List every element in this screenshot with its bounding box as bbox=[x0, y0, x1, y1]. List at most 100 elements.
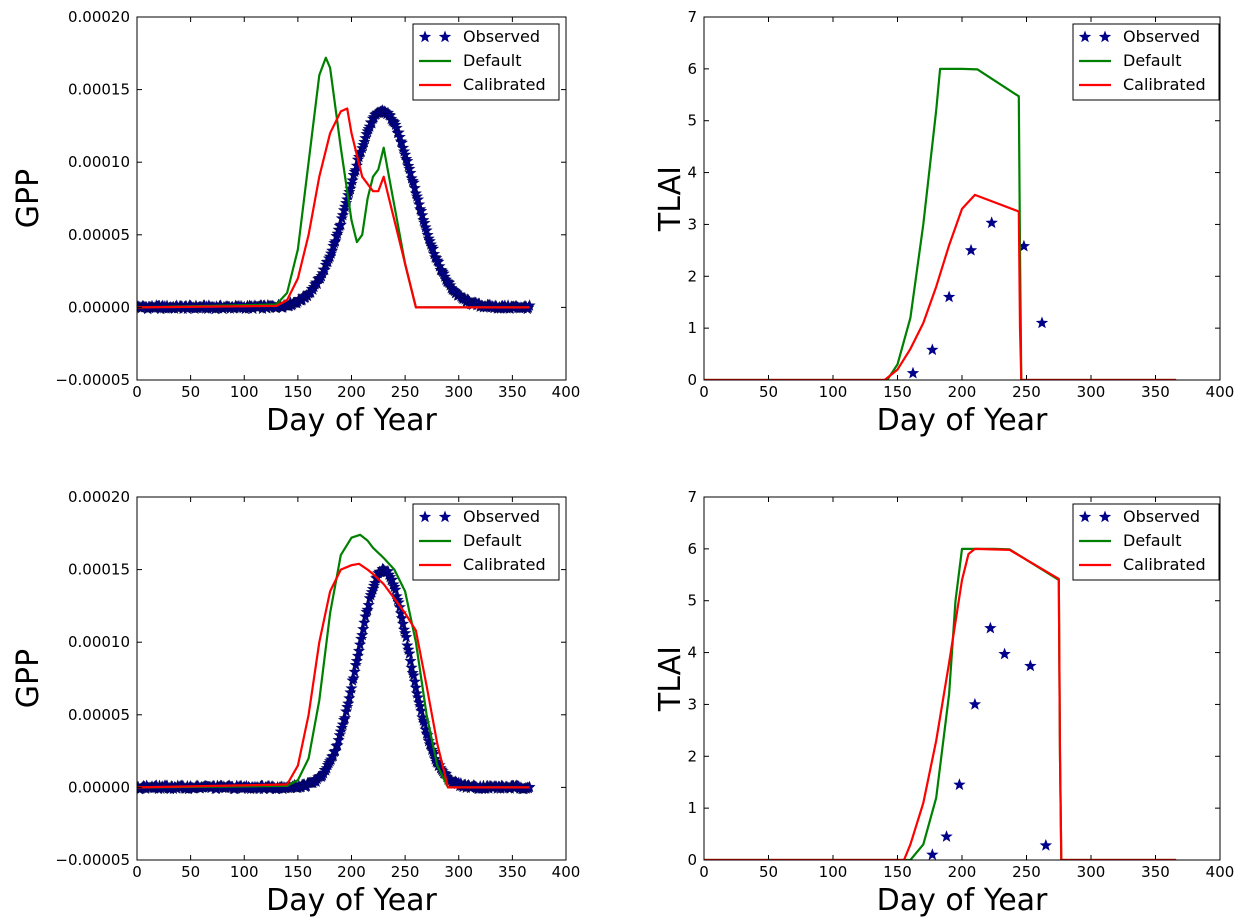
observed-point bbox=[984, 621, 997, 634]
x-tick-label: 250 bbox=[391, 863, 420, 881]
legend-marker-observed bbox=[438, 510, 452, 523]
observed-point bbox=[362, 598, 375, 611]
observed-point bbox=[968, 697, 982, 710]
series-line-calibrated bbox=[704, 547, 1177, 860]
x-tick-label: 300 bbox=[444, 383, 473, 401]
model-lines bbox=[704, 67, 1177, 380]
y-tick-label: 7 bbox=[687, 8, 697, 26]
x-tick-label: 200 bbox=[948, 383, 977, 401]
observed-point bbox=[332, 733, 345, 746]
observed-point bbox=[1035, 316, 1049, 329]
series-line-default bbox=[704, 67, 1177, 380]
x-tick-label: 350 bbox=[1141, 863, 1170, 881]
observed-point bbox=[985, 216, 998, 229]
observed-point bbox=[318, 263, 331, 276]
y-axis-label: TLAI bbox=[653, 646, 688, 712]
observed-point bbox=[407, 669, 420, 681]
y-axis-label: GPP bbox=[11, 649, 46, 708]
observed-point bbox=[1039, 838, 1053, 851]
legend: Observed Default Calibrated bbox=[1072, 23, 1220, 101]
y-tick-label: 5 bbox=[687, 112, 697, 130]
legend-marker-observed bbox=[418, 510, 432, 523]
observed-point bbox=[349, 658, 362, 671]
legend-label-default: Default bbox=[463, 531, 521, 550]
observed-point bbox=[389, 583, 402, 596]
model-lines bbox=[137, 56, 530, 309]
x-tick-label: 150 bbox=[883, 383, 912, 401]
x-tick-label: 300 bbox=[1077, 383, 1106, 401]
legend-label-observed: Observed bbox=[1123, 507, 1200, 526]
observed-point bbox=[403, 647, 416, 659]
y-tick-label: 0.00020 bbox=[68, 8, 130, 26]
observed-series bbox=[906, 216, 1049, 379]
y-axis-label: GPP bbox=[11, 169, 46, 228]
observed-series bbox=[137, 104, 536, 315]
legend-label-observed: Observed bbox=[1123, 27, 1200, 46]
y-tick-label: 2 bbox=[687, 267, 697, 285]
x-tick-label: 150 bbox=[284, 383, 313, 401]
x-tick-label: 200 bbox=[337, 863, 366, 881]
legend: Observed Default Calibrated bbox=[412, 23, 560, 101]
x-tick-label: 250 bbox=[1012, 383, 1041, 401]
observed-point bbox=[365, 116, 378, 129]
observed-point bbox=[940, 830, 953, 842]
series-line-default bbox=[704, 547, 1177, 860]
observed-point bbox=[344, 686, 357, 698]
observed-point bbox=[942, 290, 956, 303]
observed-point bbox=[345, 682, 358, 694]
y-tick-label: 0.00000 bbox=[68, 298, 130, 316]
x-tick-label: 0 bbox=[132, 863, 142, 881]
x-tick-label: 0 bbox=[699, 863, 709, 881]
y-tick-label: 4 bbox=[687, 164, 697, 182]
x-tick-label: 250 bbox=[1012, 863, 1041, 881]
observed-series bbox=[926, 621, 1053, 860]
x-tick-label: 50 bbox=[181, 383, 200, 401]
y-tick-label: 6 bbox=[687, 60, 697, 78]
y-tick-label: 3 bbox=[687, 215, 697, 233]
x-tick-label: 350 bbox=[498, 383, 527, 401]
y-axis-label: TLAI bbox=[653, 166, 688, 232]
y-tick-label: 4 bbox=[687, 644, 697, 662]
y-tick-label: 0.00015 bbox=[68, 561, 130, 579]
chart-tlai-bottom: 0 50 100 150 200 250 300 350 400 0 1 2 3 4 5 6 7 Day of Y… bbox=[653, 488, 1234, 918]
x-axis-label: Day of Year bbox=[877, 403, 1048, 438]
observed-point bbox=[404, 654, 417, 667]
observed-point bbox=[926, 848, 939, 860]
series-line-default bbox=[137, 56, 530, 309]
x-tick-label: 100 bbox=[230, 863, 259, 881]
x-axis-label: Day of Year bbox=[266, 883, 437, 918]
observed-point bbox=[340, 705, 353, 717]
observed-point bbox=[359, 131, 372, 144]
y-tick-label: 5 bbox=[687, 592, 697, 610]
y-tick-label: 0.00015 bbox=[68, 81, 130, 99]
x-tick-label: 400 bbox=[1206, 863, 1235, 881]
x-tick-label: 50 bbox=[759, 383, 778, 401]
x-tick-label: 100 bbox=[230, 383, 259, 401]
y-tick-label: 0.00005 bbox=[68, 226, 130, 244]
observed-point bbox=[400, 630, 413, 643]
x-tick-label: 100 bbox=[819, 383, 848, 401]
observed-point bbox=[964, 243, 978, 256]
y-tick-label: −0.00005 bbox=[55, 851, 130, 869]
x-tick-label: 150 bbox=[883, 863, 912, 881]
legend-label-observed: Observed bbox=[463, 27, 540, 46]
observed-point bbox=[336, 718, 350, 730]
y-tick-label: 0 bbox=[687, 851, 697, 869]
y-tick-label: 0 bbox=[687, 371, 697, 389]
model-lines bbox=[137, 533, 530, 789]
series-line-calibrated bbox=[137, 107, 530, 309]
legend-label-calibrated: Calibrated bbox=[1123, 75, 1206, 94]
legend-marker-observed bbox=[1078, 510, 1092, 523]
series-line-calibrated bbox=[137, 562, 530, 789]
x-tick-label: 400 bbox=[552, 383, 581, 401]
x-axis-label: Day of Year bbox=[266, 403, 437, 438]
y-tick-label: 7 bbox=[687, 488, 697, 506]
x-tick-label: 150 bbox=[284, 863, 313, 881]
y-tick-label: 1 bbox=[687, 319, 697, 337]
x-tick-label: 350 bbox=[498, 863, 527, 881]
observed-point bbox=[1024, 659, 1037, 672]
y-tick-label: −0.00005 bbox=[55, 371, 130, 389]
x-axis-label: Day of Year bbox=[877, 883, 1048, 918]
observed-point bbox=[998, 647, 1011, 660]
legend-label-calibrated: Calibrated bbox=[463, 555, 546, 574]
